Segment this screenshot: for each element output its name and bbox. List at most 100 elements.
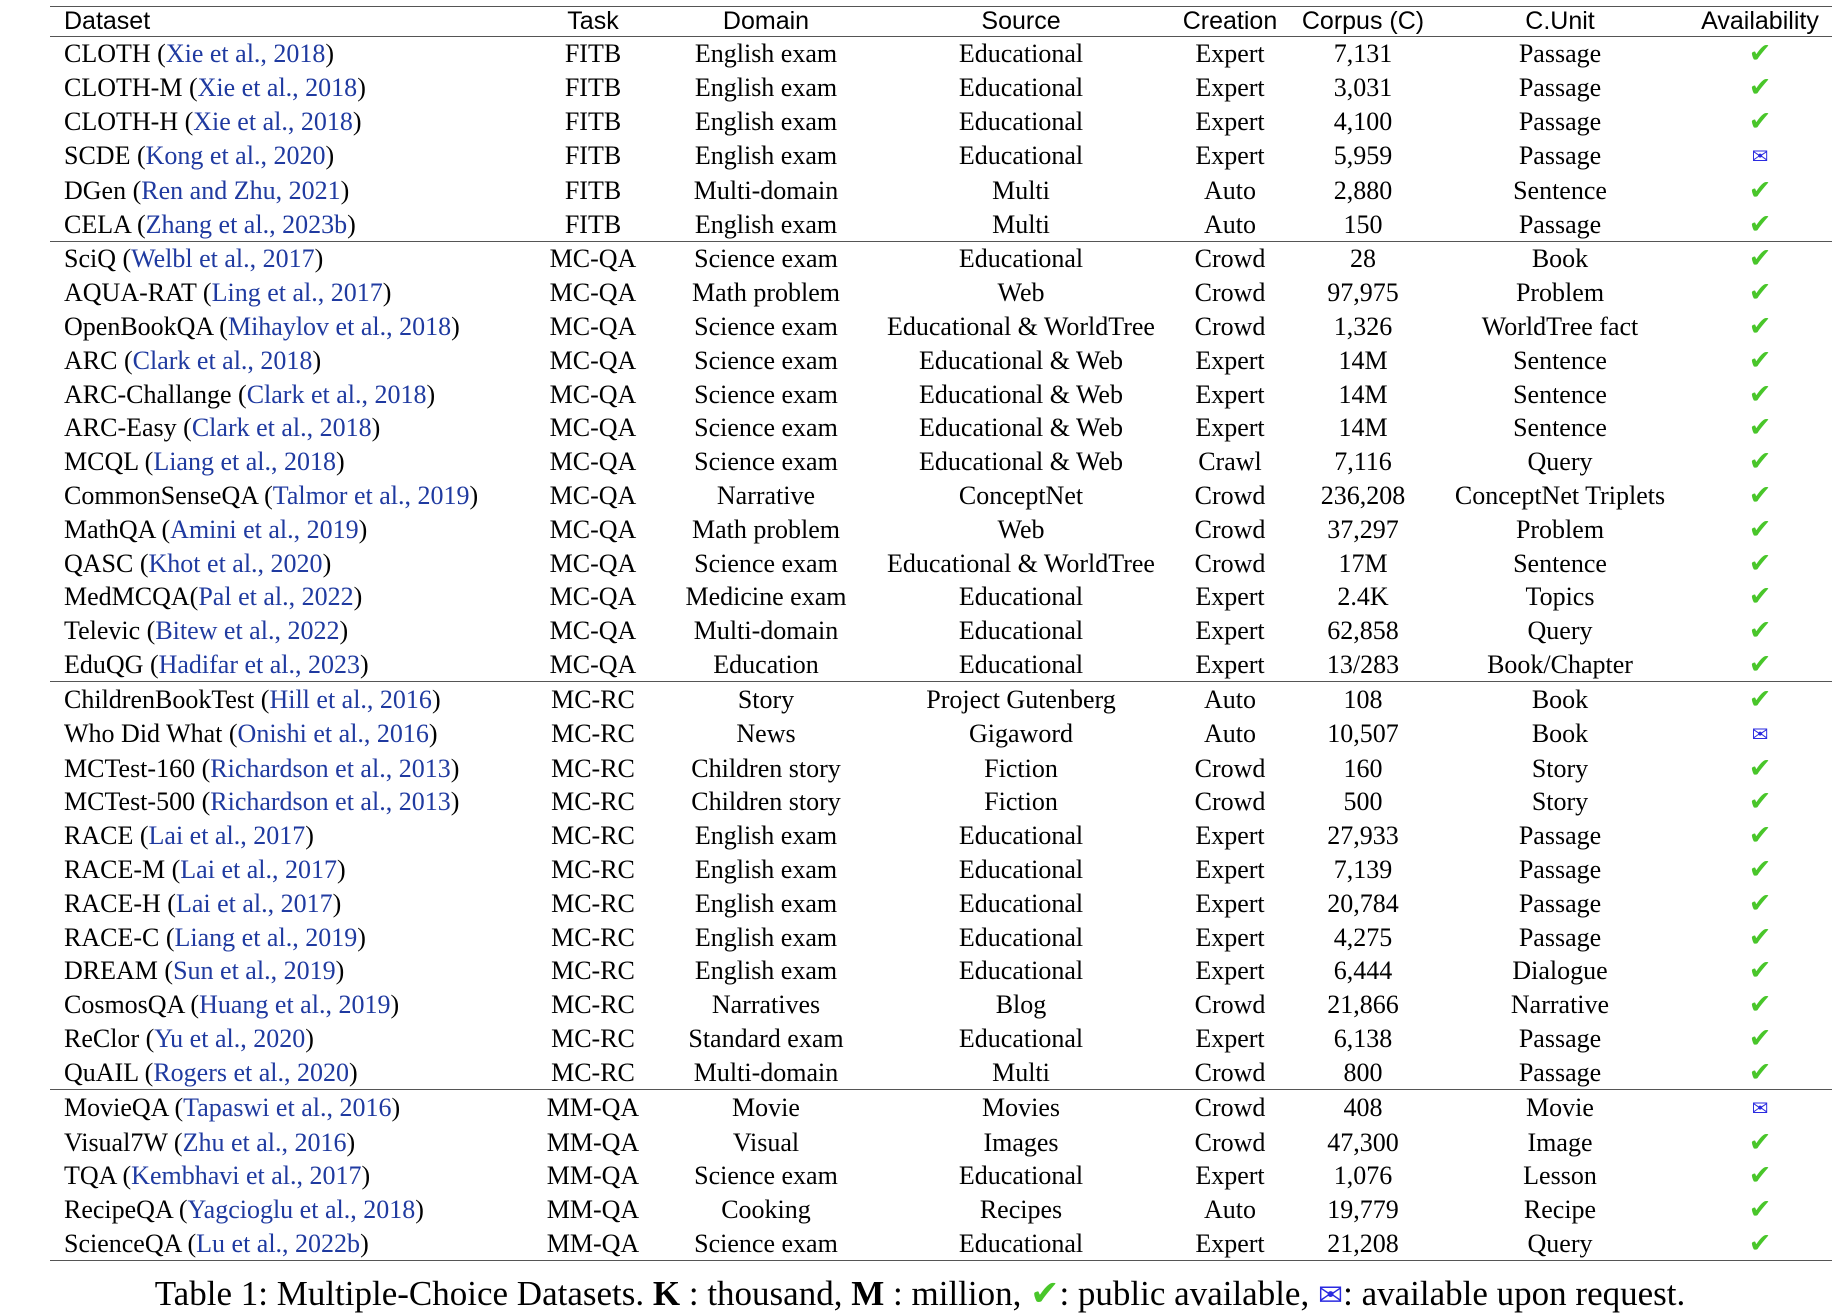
availability-cell: ✔ <box>1688 751 1832 785</box>
corpus-cell: 4,100 <box>1333 106 1393 136</box>
citation-link[interactable]: Sun et al., 2019 <box>173 956 336 986</box>
citation-link[interactable]: Tapaswi et al., 2016 <box>183 1093 392 1123</box>
citation-link[interactable]: Ling et al., 2017 <box>211 278 383 308</box>
creation-cell: Crowd <box>1194 990 1266 1020</box>
citation-link[interactable]: Huang et al., 2019 <box>199 990 391 1020</box>
creation-cell: Expert <box>1195 888 1265 918</box>
citation-link[interactable]: Mihaylov et al., 2018 <box>227 311 452 341</box>
citation-link[interactable]: Lai et al., 2017 <box>180 854 337 884</box>
check-icon: ✔ <box>1748 277 1772 309</box>
citation-link[interactable]: Kong et al., 2020 <box>145 141 326 171</box>
domain-cell: Math problem <box>691 278 841 308</box>
citation-link[interactable]: Pal et al., 2022 <box>198 582 354 612</box>
availability-cell: ✔ <box>1688 512 1832 546</box>
citation-link[interactable]: Richardson et al., 2013 <box>210 753 451 783</box>
source-cell: Educational <box>958 649 1084 679</box>
domain-cell: English exam <box>694 956 838 986</box>
source-cell: Educational <box>876 35 1166 71</box>
citation-link[interactable]: Richardson et al., 2013 <box>210 787 451 817</box>
availability-cell: ✔ <box>1688 445 1832 479</box>
creation-cell: Expert <box>1166 35 1294 71</box>
check-icon: ✔ <box>1748 752 1772 784</box>
source-cell: Educational & Web <box>919 413 1123 443</box>
source-cell: Multi <box>992 175 1050 205</box>
citation-link[interactable]: Lai et al., 2017 <box>175 888 333 918</box>
citation-link[interactable]: Lai et al., 2017 <box>148 821 306 851</box>
task-cell: MC-RC <box>551 821 635 851</box>
source-cell: Blog <box>995 990 1047 1020</box>
dataset-cell: CommonSenseQA (Talmor et al., 2019) <box>64 480 479 510</box>
citation-link[interactable]: Xie et al., 2018 <box>197 73 358 103</box>
source-cell: Movies <box>876 1089 1166 1126</box>
citation-link[interactable]: Liang et al., 2019 <box>174 922 358 952</box>
source-cell: Educational <box>958 106 1084 136</box>
citation-link[interactable]: Onishi et al., 2016 <box>237 719 429 749</box>
corpus-cell: 7,116 <box>1334 447 1392 477</box>
citation-link[interactable]: Rogers et al., 2020 <box>153 1057 349 1087</box>
cunit-cell: Passage <box>1518 854 1602 884</box>
caption-m-text: : million, <box>893 1274 1022 1313</box>
source-cell: Educational & WorldTree <box>887 548 1155 578</box>
citation-link[interactable]: Xie et al., 2018 <box>165 39 326 69</box>
dataset-name: MedMCQA <box>64 582 190 612</box>
citation-link[interactable]: Clark et al., 2018 <box>191 413 372 443</box>
availability-cell: ✔ <box>1688 71 1832 105</box>
cunit-cell: Sentence <box>1513 345 1607 375</box>
citation-link[interactable]: Amini et al., 2019 <box>170 514 359 544</box>
dataset-name: RACE-H <box>64 888 161 918</box>
citation-link[interactable]: Xie et al., 2018 <box>193 106 353 136</box>
dataset-name: Televic <box>64 616 141 646</box>
check-icon: ✔ <box>1748 513 1772 545</box>
source-cell: Educational <box>958 1161 1084 1191</box>
creation-cell: Expert <box>1195 141 1265 171</box>
domain-cell: Multi-domain <box>693 1057 839 1087</box>
table-row: RACE (Lai et al., 2017) MC-RC English exam… <box>50 819 1832 853</box>
table-row: OpenBookQA (Mihaylov et al., 2018) MC-QA S… <box>50 310 1832 344</box>
domain-cell: Science exam <box>694 311 838 341</box>
dataset-name: RecipeQA <box>64 1195 173 1225</box>
citation-link[interactable]: Zhang et al., 2023b <box>145 209 348 239</box>
dataset-name: RACE-M <box>64 854 166 884</box>
cunit-cell: Dialogue <box>1512 956 1608 986</box>
availability-cell: ✔ <box>1688 580 1832 614</box>
creation-cell: Expert <box>1195 616 1265 646</box>
creation-cell: Expert <box>1195 821 1265 851</box>
creation-cell: Crowd <box>1194 514 1266 544</box>
cunit-cell: ConceptNet Triplets <box>1454 480 1666 510</box>
dataset-cell: Televic (Bitew et al., 2022) <box>64 616 349 646</box>
dataset-cell: Who Did What (Onishi et al., 2016) <box>64 719 438 749</box>
citation-link[interactable]: Kembhavi et al., 2017 <box>131 1161 362 1191</box>
citation-link[interactable]: Lu et al., 2022b <box>196 1228 361 1258</box>
task-cell: MC-QA <box>549 548 637 578</box>
dataset-cell: RACE (Lai et al., 2017) <box>64 821 314 851</box>
citation-link[interactable]: Zhu et al., 2016 <box>182 1127 347 1157</box>
corpus-cell: 21,208 <box>1294 1226 1432 1262</box>
domain-cell: Standard exam <box>688 1023 844 1053</box>
citation-link[interactable]: Ren and Zhu, 2021 <box>141 175 341 205</box>
citation-link[interactable]: Clark et al., 2018 <box>132 345 313 375</box>
citation-link[interactable]: Liang et al., 2018 <box>153 447 337 477</box>
citation-link[interactable]: Hill et al., 2016 <box>269 684 432 714</box>
citation-link[interactable]: Clark et al., 2018 <box>246 379 427 409</box>
table-header-row: Dataset Task Domain Source Creation Corp… <box>50 6 1832 37</box>
citation-link[interactable]: Yagcioglu et al., 2018 <box>187 1195 416 1225</box>
citation-link[interactable]: Talmor et al., 2019 <box>272 480 470 510</box>
check-icon: ✔ <box>1748 1194 1772 1226</box>
dataset-cell: MathQA (Amini et al., 2019) <box>64 514 368 544</box>
citation-link[interactable]: Khot et al., 2020 <box>148 548 323 578</box>
table-row: TQA (Kembhavi et al., 2017) MM-QA Science … <box>50 1159 1832 1193</box>
table-row: CommonSenseQA (Talmor et al., 2019) MC-QA… <box>50 479 1832 513</box>
citation-link[interactable]: Welbl et al., 2017 <box>131 244 315 274</box>
cunit-cell: WorldTree fact <box>1481 311 1639 341</box>
creation-cell: Crowd <box>1194 753 1266 783</box>
dataset-name: ScienceQA <box>64 1228 181 1258</box>
table-row: MedMCQA(Pal et al., 2022) MC-QA Medicine e… <box>50 580 1832 614</box>
availability-cell: ✔ <box>1688 276 1832 310</box>
task-cell: MC-QA <box>530 240 656 276</box>
citation-link[interactable]: Bitew et al., 2022 <box>155 616 340 646</box>
caption-public-text: : public available, <box>1059 1274 1310 1313</box>
check-icon: ✔ <box>1748 1160 1772 1192</box>
citation-link[interactable]: Hadifar et al., 2023 <box>158 649 361 679</box>
check-icon: ✔ <box>1748 820 1772 852</box>
citation-link[interactable]: Yu et al., 2020 <box>154 1023 306 1053</box>
